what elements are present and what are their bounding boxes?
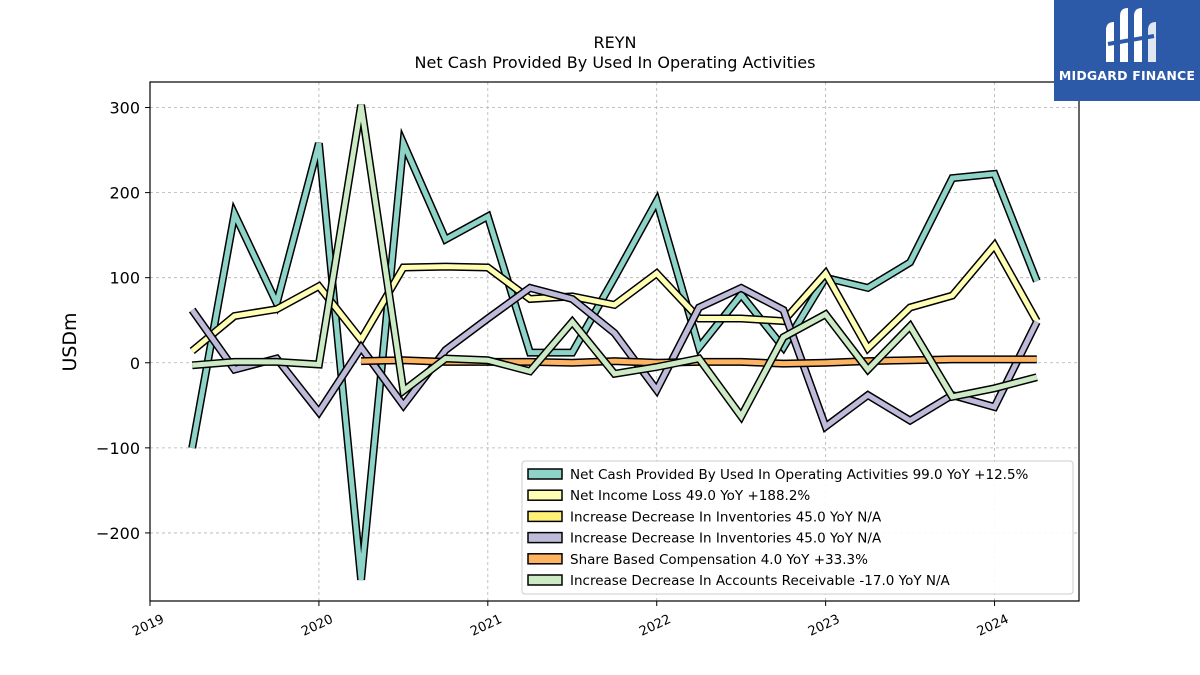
plot-frame [149,81,1080,602]
y-axis-label: USDm [59,312,81,371]
series-layer [188,104,1041,581]
x-tick-label: 2023 [806,612,842,640]
legend-entry: Net Income Loss 49.0 YoY +188.2% [570,488,810,504]
logo-mark-icon [1106,8,1156,62]
y-tick-label: −100 [96,439,140,458]
legend-swatch [527,553,563,565]
legend-entry: Increase Decrease In Inventories 45.0 Yo… [570,509,882,525]
legend-entry: Net Cash Provided By Used In Operating A… [570,467,1029,483]
legend-swatch [527,531,563,544]
legend-entry: Increase Decrease In Accounts Receivable… [570,573,951,589]
x-tick-label: 2021 [468,612,504,640]
x-tick-label: 2020 [299,612,335,640]
legend-swatch [527,574,563,586]
logo-text: MIDGARD FINANCE [1058,68,1196,83]
x-tick-label: 2019 [130,612,166,640]
y-tick-label: −200 [96,524,140,543]
legend: Net Cash Provided By Used In Operating A… [521,460,1074,595]
x-tick-label: 2022 [637,612,673,640]
legend-box [521,460,1074,595]
legend-swatch [527,468,563,480]
y-tick-label: 300 [109,99,140,118]
y-tick-label: 100 [109,269,140,288]
series-stroke [190,285,1040,431]
series-stroke [191,104,1038,422]
series-1-line [189,238,1041,355]
legend-entry: Share Based Compensation 4.0 YoY +33.3% [570,552,868,568]
y-tick-label: 0 [130,354,140,373]
series-5-line [191,104,1038,424]
legend-entry: Increase Decrease In Inventories 45.0 Yo… [570,531,882,547]
chart-title: REYN [594,33,637,52]
chart-subtitle: Net Cash Provided By Used In Operating A… [415,53,816,72]
legend-swatch [527,510,563,523]
series-3-line [188,283,1041,434]
series-stroke [190,241,1039,353]
legend-swatch [527,489,563,501]
midgard-finance-logo: MIDGARD FINANCE [1054,0,1200,101]
x-tick-label: 2024 [975,612,1011,640]
y-tick-label: 200 [109,184,140,203]
